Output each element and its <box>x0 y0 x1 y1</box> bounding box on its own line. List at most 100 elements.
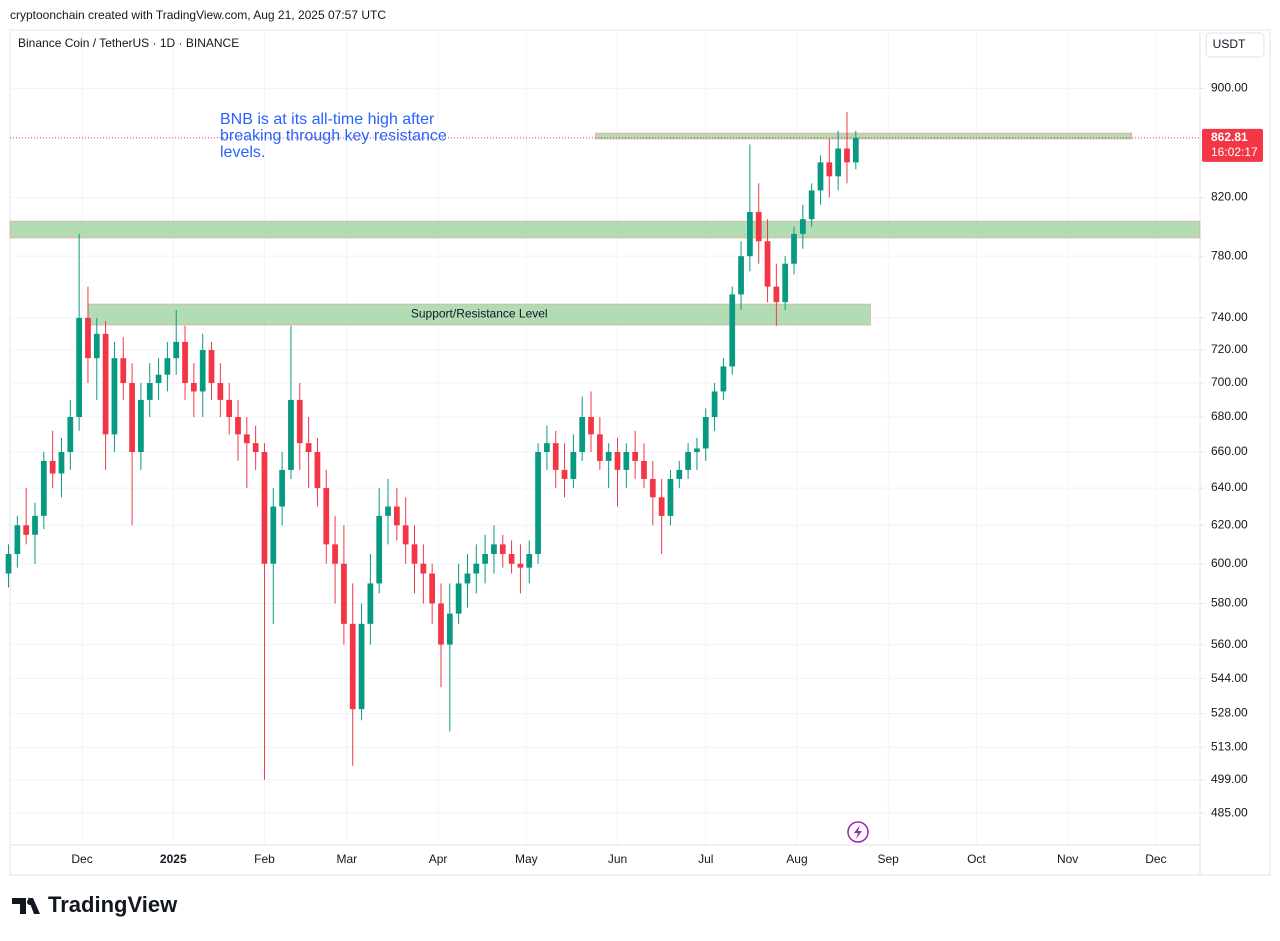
y-tick-label: 640.00 <box>1211 480 1248 494</box>
candle-body <box>544 443 550 453</box>
grid <box>10 30 1200 845</box>
y-tick-label: 560.00 <box>1211 637 1248 651</box>
candle-body <box>385 506 391 516</box>
candle-body <box>764 241 771 287</box>
candle-body <box>58 452 65 474</box>
candle-body <box>438 603 444 645</box>
candle-body <box>296 399 303 444</box>
y-tick-label: 900.00 <box>1211 81 1248 95</box>
candle-body <box>67 417 74 453</box>
x-tick-label: Nov <box>1057 852 1078 866</box>
y-tick-label: 680.00 <box>1211 409 1248 423</box>
candle-body <box>711 391 718 418</box>
icon-bolt[interactable] <box>854 825 862 839</box>
candle-body <box>5 553 12 574</box>
candle-body <box>632 452 639 461</box>
x-tick-label: Dec <box>1145 852 1166 866</box>
candle-body <box>729 294 736 367</box>
logo-dot <box>27 899 33 905</box>
zone-label: Support/Resistance Level <box>411 307 548 321</box>
currency[interactable]: USDT <box>1213 37 1246 51</box>
candle-body <box>191 383 197 392</box>
candle-body <box>314 452 321 489</box>
candle-body <box>535 452 541 554</box>
candle-body <box>720 366 727 392</box>
candle-body <box>49 460 56 474</box>
candle-body <box>261 452 268 564</box>
replay-icon[interactable] <box>847 821 869 843</box>
candle-body <box>499 544 506 554</box>
x-tick-label: Sep <box>877 852 899 866</box>
symbol-title: Binance Coin / TetherUS · 1D · BINANCE <box>18 36 239 50</box>
candle-body <box>808 190 815 220</box>
candle-body <box>279 469 285 507</box>
candle-body <box>614 452 621 470</box>
x-tick-label: Jun <box>608 852 627 866</box>
y-tick-label: 700.00 <box>1211 375 1248 389</box>
candle-body <box>852 137 859 163</box>
candle-body <box>791 233 797 264</box>
candle-body <box>85 317 91 359</box>
candle-body <box>349 623 356 710</box>
logo: TradingView <box>12 892 178 917</box>
candle-body <box>217 383 224 400</box>
candle-body <box>526 553 533 568</box>
candle-body <box>694 448 700 453</box>
zone <box>595 132 1133 140</box>
zones <box>9 132 1201 326</box>
candle-body <box>341 563 347 624</box>
candle-body <box>208 350 215 384</box>
candle-body <box>252 443 259 453</box>
candle-body <box>243 434 250 444</box>
countdown: 16:02:17 <box>1211 145 1258 159</box>
price-label: 862.81 <box>1211 130 1248 144</box>
candle-body <box>367 583 374 624</box>
currency-button[interactable] <box>1205 32 1265 58</box>
x-tick-label: Feb <box>254 852 275 866</box>
candle-body <box>358 623 365 710</box>
candle-body <box>199 350 206 392</box>
y-tick-label: 660.00 <box>1211 444 1248 458</box>
x-tick-label: Apr <box>429 852 448 866</box>
candle-body <box>738 256 744 295</box>
x-tick-label: May <box>515 852 538 866</box>
candle-body <box>588 417 594 435</box>
candle-body <box>32 515 38 535</box>
candle-body <box>605 452 612 461</box>
candle-body <box>402 525 409 545</box>
y-tick-label: 499.00 <box>1211 772 1248 786</box>
labels: 900.00 820.00 780.00 740.00 720.00 700.00 680.… <box>10 81 1263 866</box>
candle-body <box>464 573 471 584</box>
candle-body <box>93 333 100 359</box>
x-tick-label: Jul <box>698 852 713 866</box>
y-tick-label: 580.00 <box>1211 596 1248 610</box>
candle-body <box>747 211 753 257</box>
candle-body <box>561 469 568 479</box>
candle-body <box>667 478 674 516</box>
candle-body <box>552 443 559 470</box>
candle-body <box>491 544 497 554</box>
candle-body <box>305 443 312 453</box>
x-tick-label: Dec <box>71 852 92 866</box>
candle-body <box>182 341 188 384</box>
candles <box>5 112 859 780</box>
candle-body <box>596 434 603 461</box>
x-tick-label: Aug <box>786 852 807 866</box>
candle-body <box>111 358 118 435</box>
candle-body <box>164 358 171 375</box>
candle-body <box>508 553 515 564</box>
candle-body <box>23 525 30 535</box>
candle-body <box>146 383 153 400</box>
candle-body <box>323 488 330 545</box>
candle-body <box>799 219 806 234</box>
candle-body <box>517 563 524 568</box>
candle-body <box>623 452 630 470</box>
zone <box>9 220 1201 239</box>
x-tick-label: Oct <box>967 852 986 866</box>
candle-body <box>235 417 241 435</box>
candle-body <box>473 563 480 574</box>
candle-body <box>685 452 691 470</box>
